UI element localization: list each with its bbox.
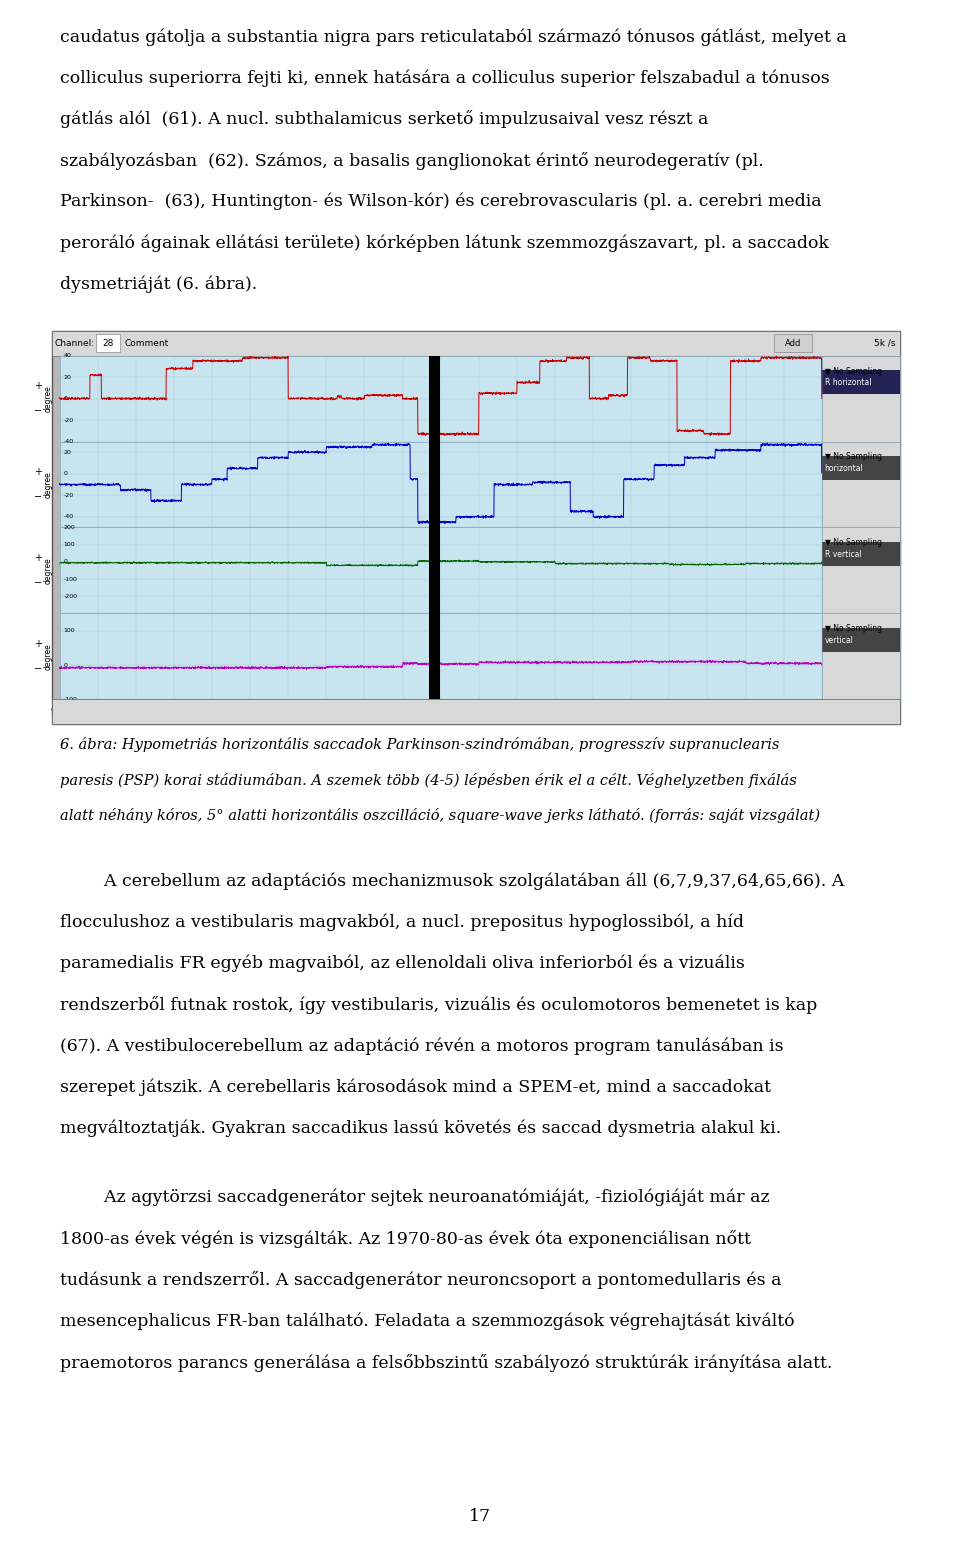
Bar: [822, 370, 900, 394]
Bar: [429, 355, 440, 442]
Text: R horizontal: R horizontal: [825, 378, 871, 387]
FancyBboxPatch shape: [774, 333, 812, 352]
Text: 20: 20: [63, 375, 71, 380]
Text: 9:00: 9:00: [51, 708, 68, 716]
Bar: [822, 541, 900, 566]
Text: -100: -100: [63, 697, 77, 702]
Text: peroráló ágainak ellátási területe) kórképben látunk szemmozgászavart, pl. a sac: peroráló ágainak ellátási területe) kórk…: [60, 233, 828, 252]
Bar: [822, 629, 900, 652]
Text: 9:02: 9:02: [128, 708, 144, 716]
Text: −: −: [35, 406, 42, 417]
Text: (67). A vestibulocerebellum az adaptáció révén a motoros program tanulásában is: (67). A vestibulocerebellum az adaptáció…: [60, 1036, 783, 1055]
Text: degree: degree: [43, 386, 53, 412]
Text: Channel:: Channel:: [55, 339, 95, 347]
Text: paramedialis FR egyéb magvaiból, az ellenoldali oliva inferiorból és a vizuális: paramedialis FR egyéb magvaiból, az elle…: [60, 954, 744, 972]
Text: praemotoros parancs generálása a felsőbbszintű szabályozó struktúrák irányítása : praemotoros parancs generálása a felsőbb…: [60, 1354, 832, 1372]
Text: megváltoztatják. Gyakran saccadikus lassú követés és saccad dysmetria alakul ki.: megváltoztatják. Gyakran saccadikus lass…: [60, 1120, 780, 1137]
Text: 6. ábra: Hypometriás horizontális saccadok Parkinson-szindrómában, progresszív s: 6. ábra: Hypometriás horizontális saccad…: [60, 736, 779, 752]
Bar: [429, 613, 440, 699]
Text: 9:12: 9:12: [509, 708, 525, 716]
Text: 200: 200: [63, 524, 75, 531]
Bar: [822, 613, 900, 699]
Text: 28: 28: [103, 339, 114, 347]
Text: ▼ No Sampling: ▼ No Sampling: [825, 367, 881, 375]
Text: 9:14: 9:14: [585, 708, 602, 716]
Text: 9:18: 9:18: [737, 708, 754, 716]
Text: -40: -40: [63, 439, 74, 443]
Bar: [60, 527, 822, 613]
Text: caudatus gátolja a substantia nigra pars reticulataból származó tónusos gátlást,: caudatus gátolja a substantia nigra pars…: [60, 28, 847, 45]
Text: 40: 40: [63, 353, 71, 358]
Text: 0: 0: [63, 471, 67, 476]
Text: dysmetriáját (6. ábra).: dysmetriáját (6. ábra).: [60, 275, 256, 293]
Text: alatt néhány kóros, 5° alatti horizontális oszcilláció, square-wave jerks láthat: alatt néhány kóros, 5° alatti horizontál…: [60, 808, 820, 823]
Text: rendszerből futnak rostok, így vestibularis, vizuális és oculomotoros bemenetet : rendszerből futnak rostok, így vestibula…: [60, 996, 817, 1015]
Text: −: −: [35, 492, 42, 503]
Text: horizontal: horizontal: [825, 464, 863, 473]
Text: +: +: [35, 467, 42, 476]
Text: 20: 20: [63, 450, 71, 454]
Text: degree: degree: [43, 471, 53, 498]
Bar: [60, 613, 822, 699]
Bar: [822, 456, 900, 481]
Text: 0: 0: [63, 559, 67, 565]
Text: tudásunk a rendszerről. A saccadgenerátor neuroncsoport a pontomedullaris és a: tudásunk a rendszerről. A saccadgeneráto…: [60, 1271, 781, 1290]
Text: Parkinson-  (63), Huntington- és Wilson-kór) és cerebrovascularis (pl. a. cerebr: Parkinson- (63), Huntington- és Wilson-k…: [60, 193, 821, 210]
Text: +: +: [35, 552, 42, 563]
Text: −: −: [35, 664, 42, 674]
Text: -20: -20: [63, 493, 74, 498]
Text: -200: -200: [63, 594, 78, 599]
Text: u: u: [56, 708, 61, 716]
Text: +: +: [35, 381, 42, 391]
Text: -100: -100: [63, 577, 77, 582]
Text: 0: 0: [63, 663, 67, 668]
Bar: [822, 527, 900, 613]
Text: 9:2: 9:2: [816, 708, 828, 716]
Text: Az agytörzsi saccadgenerátor sejtek neuroanatómiáját, -fiziológiáját már az: Az agytörzsi saccadgenerátor sejtek neur…: [60, 1189, 769, 1206]
Text: gátlás alól  (61). A nucl. subthalamicus serkető impulzusaival vesz részt a: gátlás alól (61). A nucl. subthalamicus …: [60, 110, 708, 129]
Text: −: −: [35, 579, 42, 588]
Bar: [60, 442, 822, 527]
Text: 9:08: 9:08: [356, 708, 372, 716]
Bar: [52, 699, 900, 724]
Text: 1800-as évek végén is vizsgálták. Az 1970-80-as évek óta exponenciálisan nőtt: 1800-as évek végén is vizsgálták. Az 197…: [60, 1229, 751, 1248]
Text: paresis (PSP) korai stádiumában. A szemek több (4-5) lépésben érik el a célt. Vé: paresis (PSP) korai stádiumában. A szeme…: [60, 772, 796, 787]
Text: -20: -20: [63, 417, 74, 423]
Text: vertical: vertical: [825, 635, 853, 644]
Text: colliculus superiorra fejti ki, ennek hatására a colliculus superior felszabadul: colliculus superiorra fejti ki, ennek ha…: [60, 70, 829, 87]
Text: Comment: Comment: [125, 339, 169, 347]
Text: flocculushoz a vestibularis magvakból, a nucl. prepositus hypoglossiból, a híd: flocculushoz a vestibularis magvakból, a…: [60, 913, 743, 930]
Text: +: +: [35, 638, 42, 649]
Text: 9:06: 9:06: [279, 708, 297, 716]
Text: Add: Add: [784, 339, 802, 347]
Bar: [52, 330, 900, 724]
Text: 17: 17: [468, 1508, 492, 1525]
Text: A cerebellum az adaptációs mechanizmusok szolgálatában áll (6,7,9,37,64,65,66). : A cerebellum az adaptációs mechanizmusok…: [60, 871, 844, 890]
Text: 5k /s: 5k /s: [875, 339, 896, 347]
Bar: [822, 355, 900, 442]
Bar: [429, 527, 440, 613]
Bar: [429, 442, 440, 527]
Text: 100: 100: [63, 629, 75, 633]
Text: 9:04: 9:04: [204, 708, 221, 716]
Bar: [822, 442, 900, 527]
FancyBboxPatch shape: [96, 333, 120, 352]
Text: szerepet játszik. A cerebellaris károsodások mind a SPEM-et, mind a saccadokat: szerepet játszik. A cerebellaris károsod…: [60, 1078, 771, 1095]
Text: 100: 100: [63, 541, 75, 548]
Text: szabályozásban  (62). Számos, a basalis ganglionokat érintő neurodegeratív (pl.: szabályozásban (62). Számos, a basalis g…: [60, 151, 763, 170]
Text: ▼ No Sampling: ▼ No Sampling: [825, 453, 881, 462]
Text: 0: 0: [63, 397, 67, 401]
Text: 9:16: 9:16: [660, 708, 678, 716]
Text: ▼ No Sampling: ▼ No Sampling: [825, 538, 881, 548]
Bar: [60, 355, 822, 442]
Text: degree: degree: [43, 643, 53, 669]
Text: R vertical: R vertical: [825, 549, 861, 559]
Text: ▼ No Sampling: ▼ No Sampling: [825, 624, 881, 633]
Text: mesencephalicus FR-ban található. Feladata a szemmozgások végrehajtását kiváltó: mesencephalicus FR-ban található. Felada…: [60, 1313, 794, 1330]
Text: 9:10: 9:10: [432, 708, 449, 716]
Text: -40: -40: [63, 513, 74, 520]
Bar: [52, 331, 900, 355]
Text: degree: degree: [43, 557, 53, 584]
